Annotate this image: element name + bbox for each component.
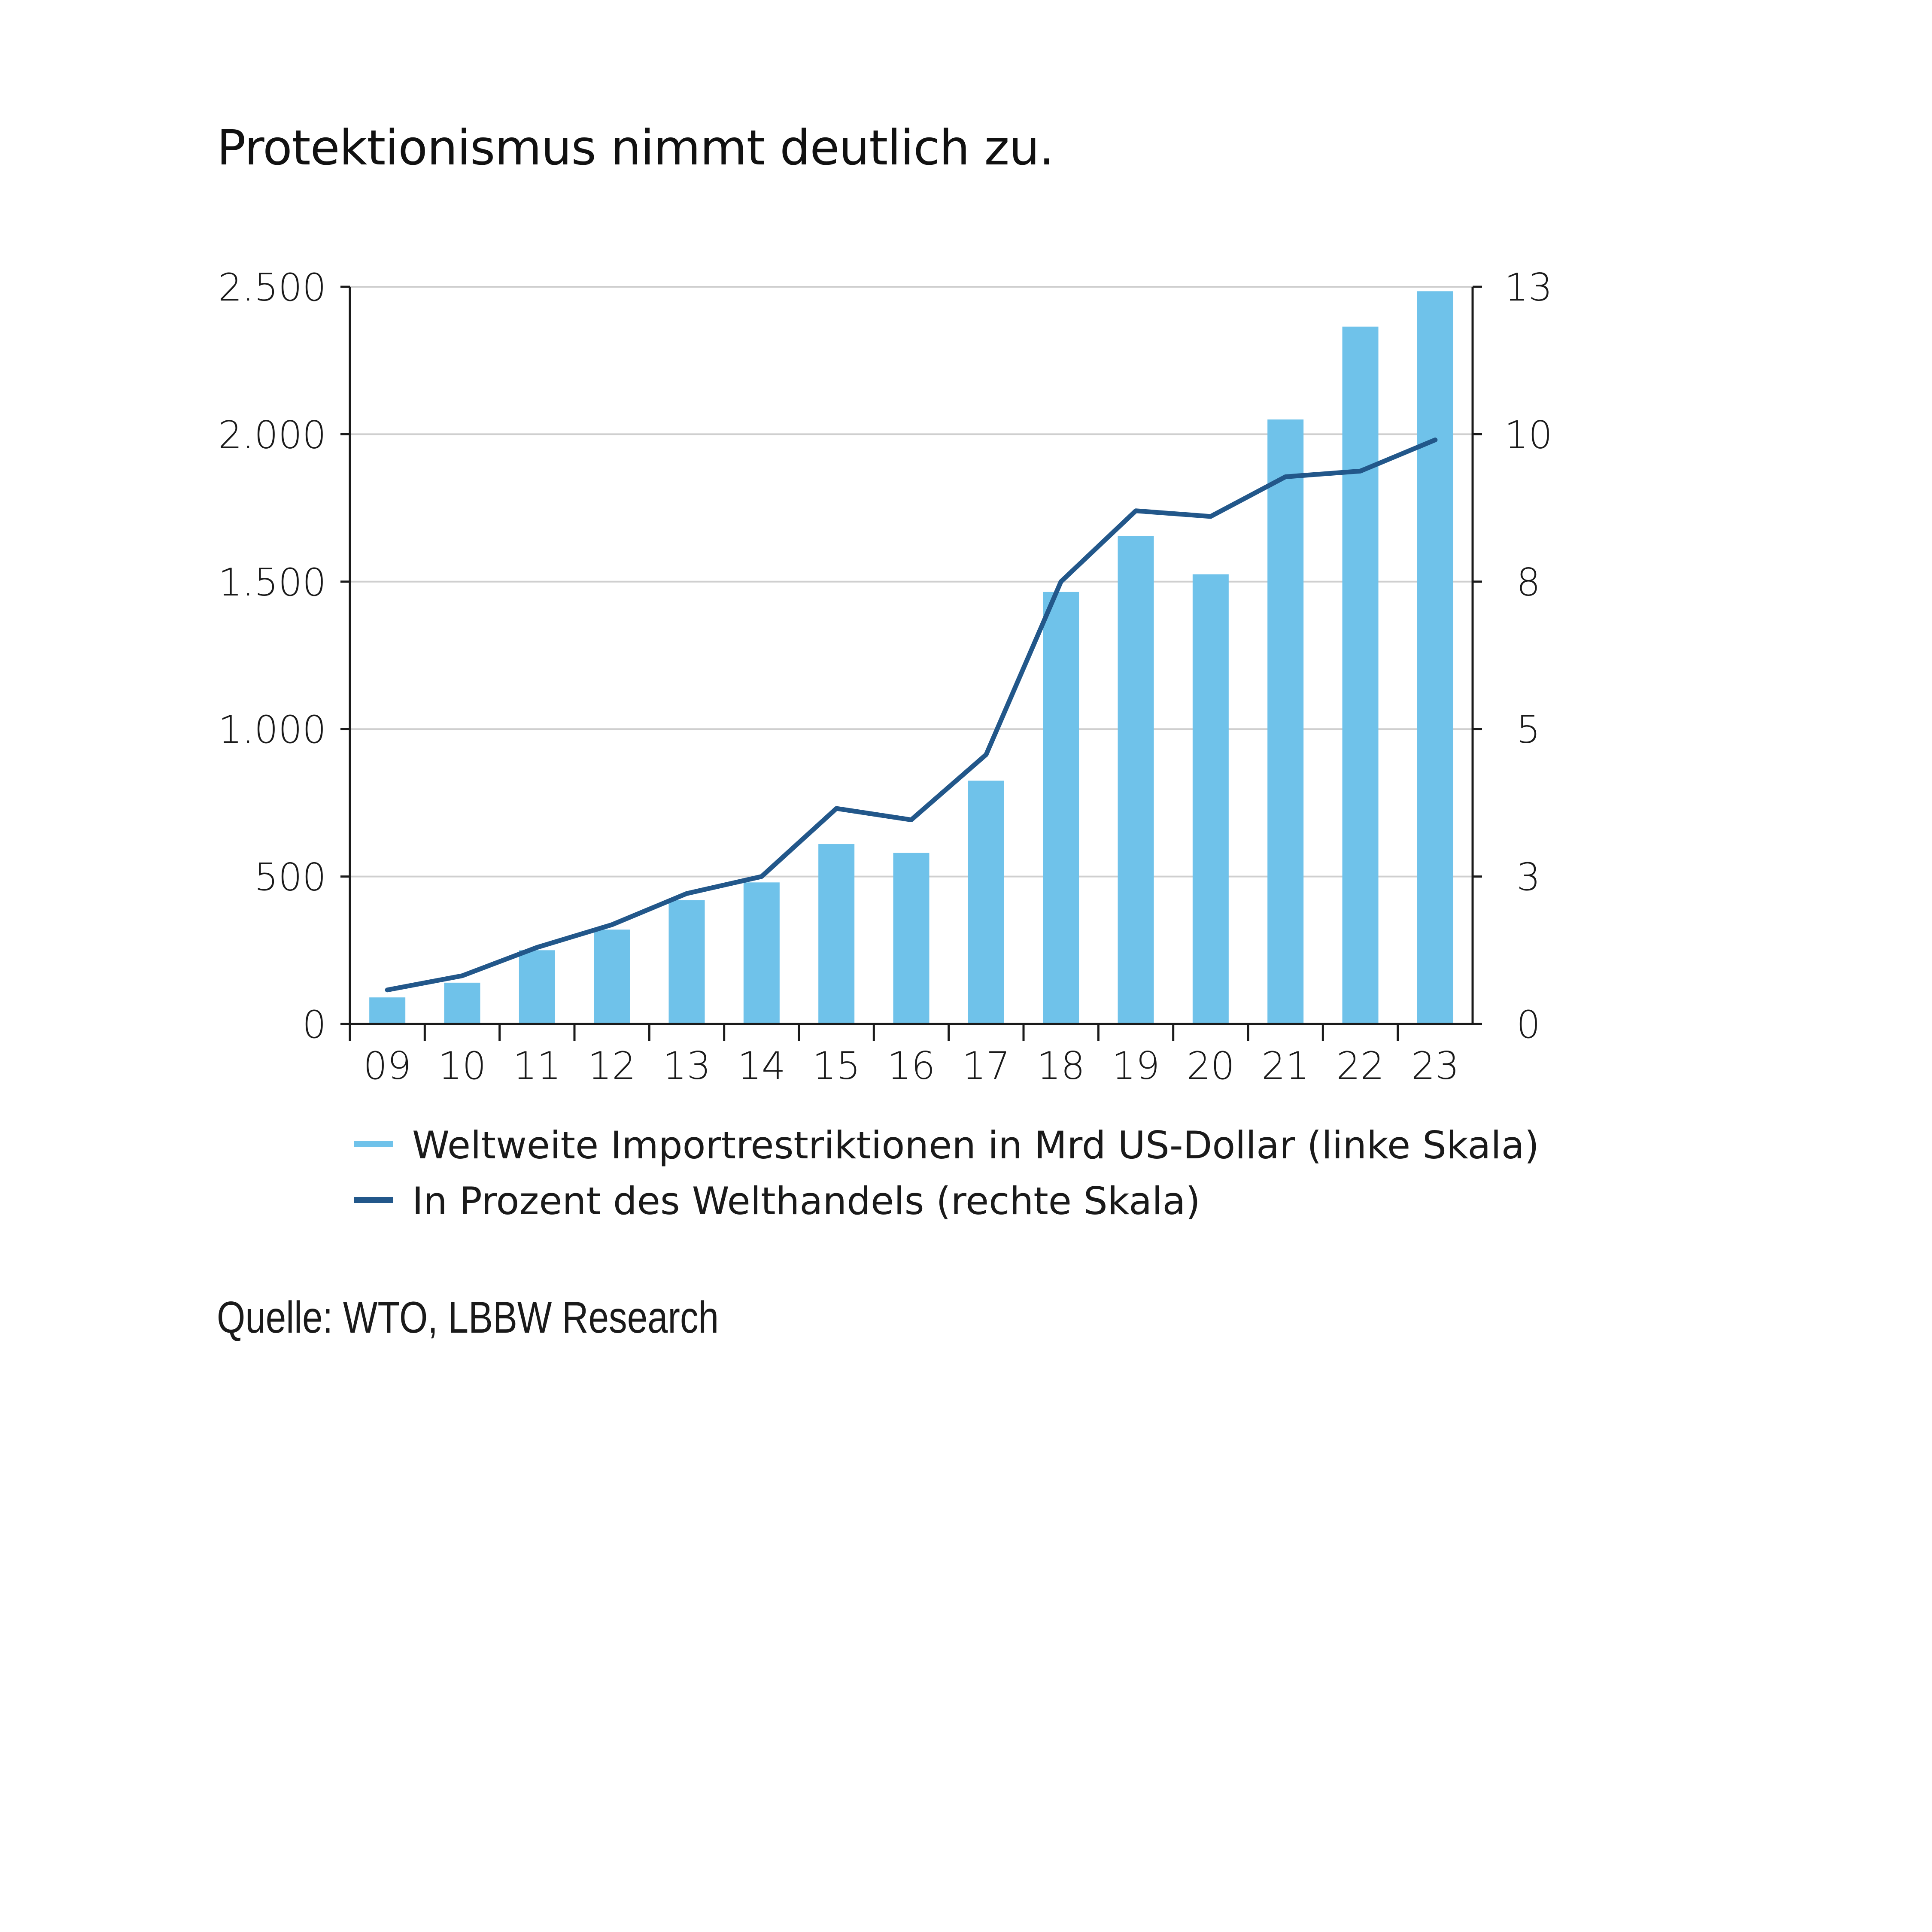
right-axis-tick-label: 8	[1516, 560, 1540, 605]
source-note: Quelle: WTO, LBBW Research	[217, 1293, 719, 1343]
left-axis-tick-label: 2.500	[218, 265, 326, 310]
x-axis-tick-label: 20	[1187, 1044, 1235, 1088]
left-axis-tick-label: 0	[302, 1002, 326, 1047]
x-axis-tick-label: 11	[513, 1044, 561, 1088]
left-axis-tick-label: 500	[254, 855, 326, 899]
legend-label-bars: Weltweite Importrestriktionen in Mrd US-…	[412, 1123, 1539, 1167]
axes	[340, 286, 1482, 1041]
x-axis-tick-label: 17	[962, 1044, 1010, 1088]
x-axis-tick-label: 16	[887, 1044, 936, 1088]
x-axis-tick-label: 22	[1337, 1044, 1385, 1088]
bar-series	[369, 291, 1453, 1024]
bar-10	[444, 982, 480, 1024]
line-series	[385, 437, 1438, 993]
legend-label-line: In Prozent des Welthandels (rechte Skala…	[412, 1179, 1200, 1223]
left-axis-labels: 0 500 1.000 1.500 2.000 2.500	[218, 265, 326, 1047]
left-axis-tick-label: 1.000	[218, 708, 326, 752]
left-axis-tick-label: 1.500	[218, 560, 326, 605]
bar-17	[968, 781, 1004, 1024]
x-axis-tick-label: 19	[1112, 1044, 1160, 1088]
gridlines	[350, 286, 1473, 878]
x-axis-tick-label: 12	[588, 1044, 636, 1088]
bar-12	[594, 930, 630, 1024]
left-axis-tick-label: 2.000	[218, 413, 326, 457]
right-axis-tick-label: 3	[1516, 855, 1540, 899]
bar-23	[1417, 291, 1453, 1024]
right-axis-tick-label: 13	[1504, 265, 1552, 310]
x-axis-tick-label: 13	[663, 1044, 711, 1088]
bar-09	[369, 997, 406, 1024]
line-percent-welthandel	[385, 437, 1438, 993]
bar-14	[743, 882, 780, 1024]
x-axis-tick-label: 15	[812, 1044, 860, 1088]
bar-16	[893, 853, 930, 1024]
x-axis-tick-label: 09	[363, 1044, 411, 1088]
bar-15	[818, 844, 855, 1024]
bar-21	[1267, 419, 1304, 1024]
x-axis-tick-label: 23	[1411, 1044, 1459, 1088]
right-axis-tick-label: 0	[1516, 1002, 1540, 1047]
right-axis-tick-label: 5	[1516, 708, 1540, 752]
x-axis-tick-label: 14	[738, 1044, 786, 1088]
bar-20	[1192, 574, 1229, 1024]
bar-11	[519, 950, 555, 1024]
x-axis-tick-label: 21	[1261, 1044, 1309, 1088]
bar-18	[1043, 592, 1079, 1024]
x-axis-labels: 09 10 11 12 13 14 15 16 17 18 19 20 21 22 23	[363, 1044, 1459, 1088]
right-axis-labels: 0 3 5 8 10 13	[1504, 265, 1552, 1047]
x-axis-tick-label: 10	[438, 1044, 486, 1088]
x-axis-tick-label: 18	[1037, 1044, 1085, 1088]
bar-13	[668, 900, 705, 1024]
right-axis-tick-label: 10	[1504, 413, 1552, 457]
chart-title: Protektionismus nimmt deutlich zu.	[217, 120, 1054, 176]
bar-19	[1118, 536, 1154, 1024]
bar-22	[1342, 326, 1379, 1024]
legend: Weltweite Importrestriktionen in Mrd US-…	[354, 1123, 1539, 1223]
